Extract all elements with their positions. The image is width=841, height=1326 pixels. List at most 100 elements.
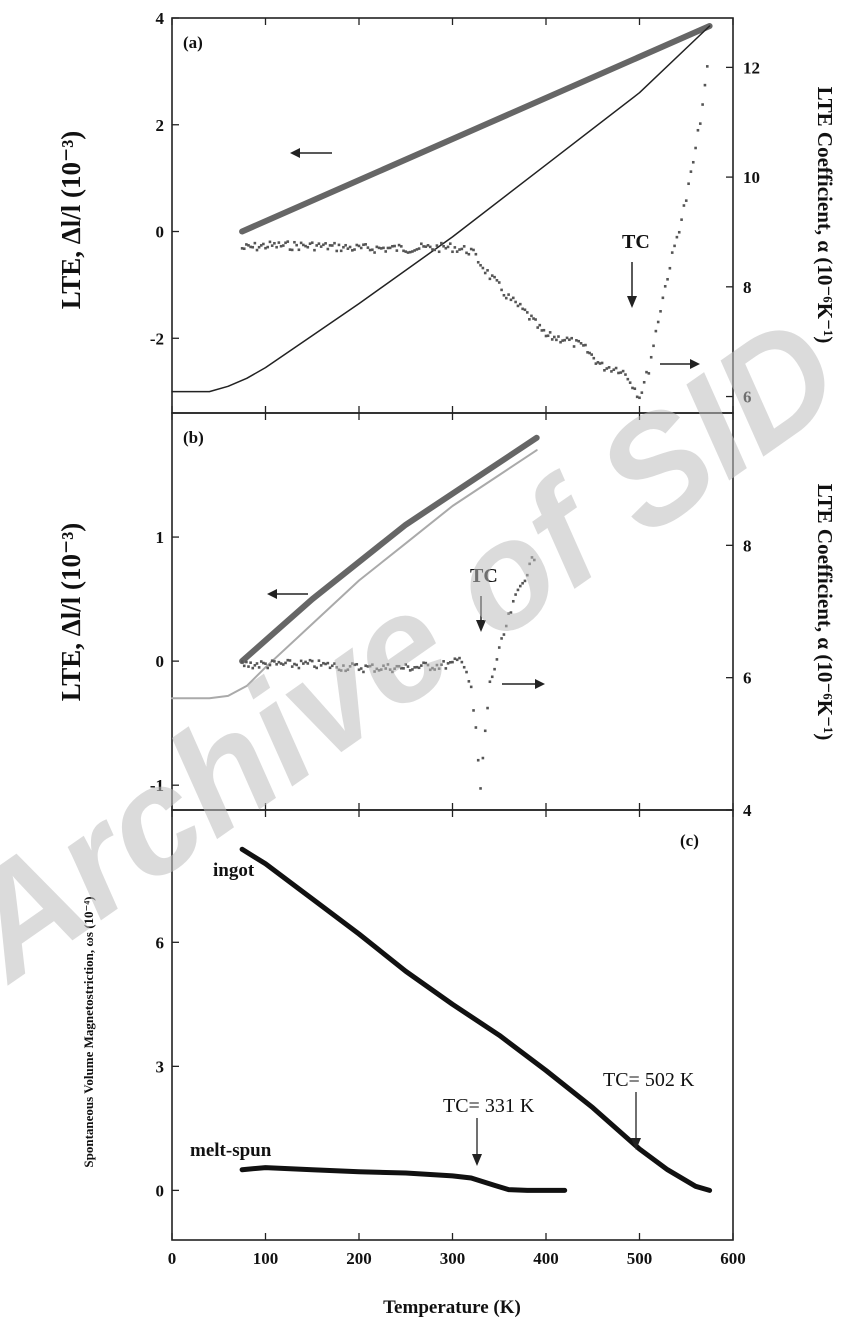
series-b-2-pt-105: [474, 726, 478, 729]
series-a-2-pt-102: [467, 252, 471, 256]
series-a-2-pt-72: [399, 245, 403, 248]
y-tick-label-right-b-0: 8: [743, 536, 752, 555]
series-a-2-pt-131: [534, 318, 537, 321]
series-a-2-pt-53: [357, 244, 361, 248]
series-a-2-pt-180: [642, 380, 646, 384]
series-a-2-pt-125: [521, 307, 524, 311]
series-b-2-pt-80: [417, 666, 421, 670]
series-b-2-pt-73: [402, 667, 405, 670]
series-a-2-pt-22: [288, 248, 292, 251]
series-b-2-pt-120: [509, 611, 513, 614]
series-b-2-pt-98: [458, 656, 461, 660]
series-a-2-pt-149: [572, 345, 576, 348]
series-b-2-pt-71: [397, 664, 401, 668]
series-a-2-pt-90: [440, 241, 443, 245]
series-b-2-pt-24: [293, 662, 296, 666]
series-a-2-pt-159: [594, 362, 598, 365]
series-a-2-pt-66: [386, 246, 390, 250]
series-a-2-pt-94: [448, 242, 452, 245]
series-a-2-pt-135: [542, 328, 546, 332]
series-b-2-pt-107: [479, 787, 482, 790]
series-b-2-pt-9: [259, 660, 263, 663]
series-b-2-pt-26: [297, 666, 301, 670]
series-b-2-pt-32: [310, 659, 314, 663]
series-b-2-pt-100: [462, 665, 466, 669]
series-b-2-pt-13: [268, 663, 272, 667]
series-a-2-pt-93: [446, 245, 450, 249]
series-a-2-pt-101: [465, 251, 468, 255]
series-a-2-pt-9: [259, 244, 263, 247]
series-b-2-pt-125: [521, 581, 524, 585]
series-b-2-pt-96: [453, 657, 457, 661]
series-b-2-pt-40: [328, 666, 332, 670]
series-b-2-pt-19: [282, 663, 285, 666]
series-a-2-pt-50: [351, 249, 354, 252]
panel-a-ylabel-right: LTE Coefficient, α (10⁻⁶K⁻¹): [813, 87, 837, 344]
series-a-2-pt-41: [330, 244, 334, 247]
series-a-2-pt-97: [455, 250, 459, 253]
series-b-2-pt-59: [371, 663, 374, 666]
panel-b-annotations: TC: [267, 565, 545, 689]
series-a-2-pt-104: [472, 248, 475, 252]
series-b-2-pt-128: [528, 562, 531, 566]
series-b-2-pt-114: [495, 658, 499, 661]
x-tick-label-5: 500: [627, 1249, 653, 1268]
series-a-2-pt-193: [673, 244, 676, 248]
tc-label-b: TC: [470, 565, 498, 587]
series-a-2-pt-183: [649, 355, 653, 359]
series-a-2-pt-96: [453, 246, 457, 249]
x-tick-label-1: 100: [253, 1249, 279, 1268]
series-b-2-pt-111: [488, 680, 492, 684]
series-a-2-pt-176: [633, 387, 637, 391]
series-b-2-pt-84: [426, 663, 430, 667]
series-a-2-pt-48: [346, 247, 350, 250]
series-a-2-pt-122: [514, 300, 517, 304]
series-b-2-pt-124: [518, 584, 522, 588]
y-tick-label-right-b-2: 4: [743, 801, 752, 820]
series-a-2-pt-192: [670, 251, 674, 254]
series-a-2-pt-57: [366, 246, 370, 249]
x-tick-label-6: 600: [720, 1249, 746, 1268]
series-b-2-pt-37: [322, 661, 325, 665]
series-b-2-pt-126: [523, 579, 527, 583]
arrow-right-a-head: [690, 359, 700, 369]
series-b-2-pt-66: [386, 663, 390, 666]
y-tick-label-right-a-3: 6: [743, 388, 752, 407]
series-b-2-pt-56: [364, 664, 367, 668]
series-b-2-pt-62: [377, 669, 381, 672]
x-tick-label-3: 300: [440, 1249, 466, 1268]
series-b-2-pt-63: [379, 668, 383, 671]
series-b-2-pt-11: [264, 662, 267, 665]
series-a-2-pt-109: [483, 271, 487, 275]
series-a-2-pt-207: [705, 65, 709, 68]
series-a-2-pt-70: [395, 249, 399, 252]
series-a-2-pt-178: [638, 396, 641, 400]
series-a-2-pt-13: [268, 240, 272, 244]
series-b-2-pt-57: [366, 665, 370, 668]
series-b-2-pt-61: [375, 667, 379, 671]
y-tick-label-left-b-0: 1: [156, 528, 165, 547]
series-a-2-pt-110: [486, 269, 489, 272]
series-b-2-pt-104: [472, 709, 475, 712]
series-a-2-pt-182: [647, 372, 651, 375]
series-a-2-pt-44: [337, 243, 341, 247]
panel-b-ylabel-right: LTE Coefficient, α (10⁻⁶K⁻¹): [813, 484, 837, 741]
series-a-2-pt-78: [413, 249, 416, 252]
series-b-2-pt-55: [362, 670, 365, 674]
series-a-2-pt-181: [645, 370, 648, 374]
series-a-2-pt-76: [408, 250, 412, 254]
series-a-2-pt-49: [348, 245, 352, 249]
series-b-2-pt-67: [388, 668, 392, 671]
series-a-2-pt-117: [502, 293, 506, 297]
series-a-2-pt-200: [689, 170, 693, 173]
series-a-2-pt-21: [286, 240, 290, 243]
series-a-2-pt-12: [266, 245, 270, 249]
series-a-2-pt-140: [553, 335, 556, 339]
series-b-2-pt-18: [279, 662, 283, 665]
series-b-2-pt-76: [408, 669, 412, 672]
series-a-2-pt-20: [284, 241, 287, 245]
series-a-2-pt-61: [375, 245, 379, 249]
series-a-2-pt-187: [659, 310, 662, 313]
series-b-2-pt-8: [257, 666, 261, 669]
series-b-2-pt-25: [295, 663, 298, 667]
